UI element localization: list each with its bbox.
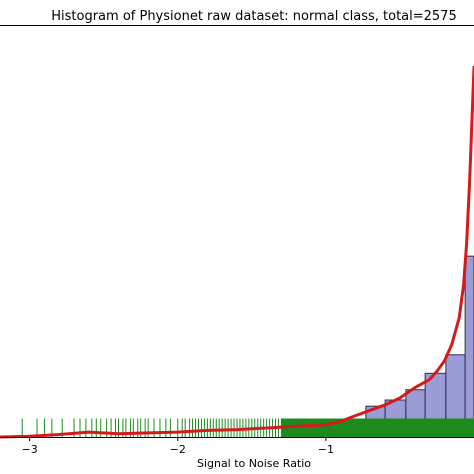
histogram-bars	[285, 255, 474, 438]
histogram-bar-9	[464, 255, 474, 438]
x-tick-label-2: −1	[318, 443, 334, 456]
kde-curve	[0, 65, 474, 439]
x-tick-label-0: −3	[22, 443, 38, 456]
rug-dense-region	[281, 418, 474, 437]
x-tick-label-1: −2	[170, 443, 186, 456]
x-axis-label: Signal to Noise Ratio	[197, 457, 311, 470]
chart-title: Histogram of Physionet raw dataset: norm…	[51, 9, 456, 24]
x-axis-ticks: −3 −2 −1	[22, 437, 334, 456]
kde-curve-layer	[0, 65, 474, 439]
